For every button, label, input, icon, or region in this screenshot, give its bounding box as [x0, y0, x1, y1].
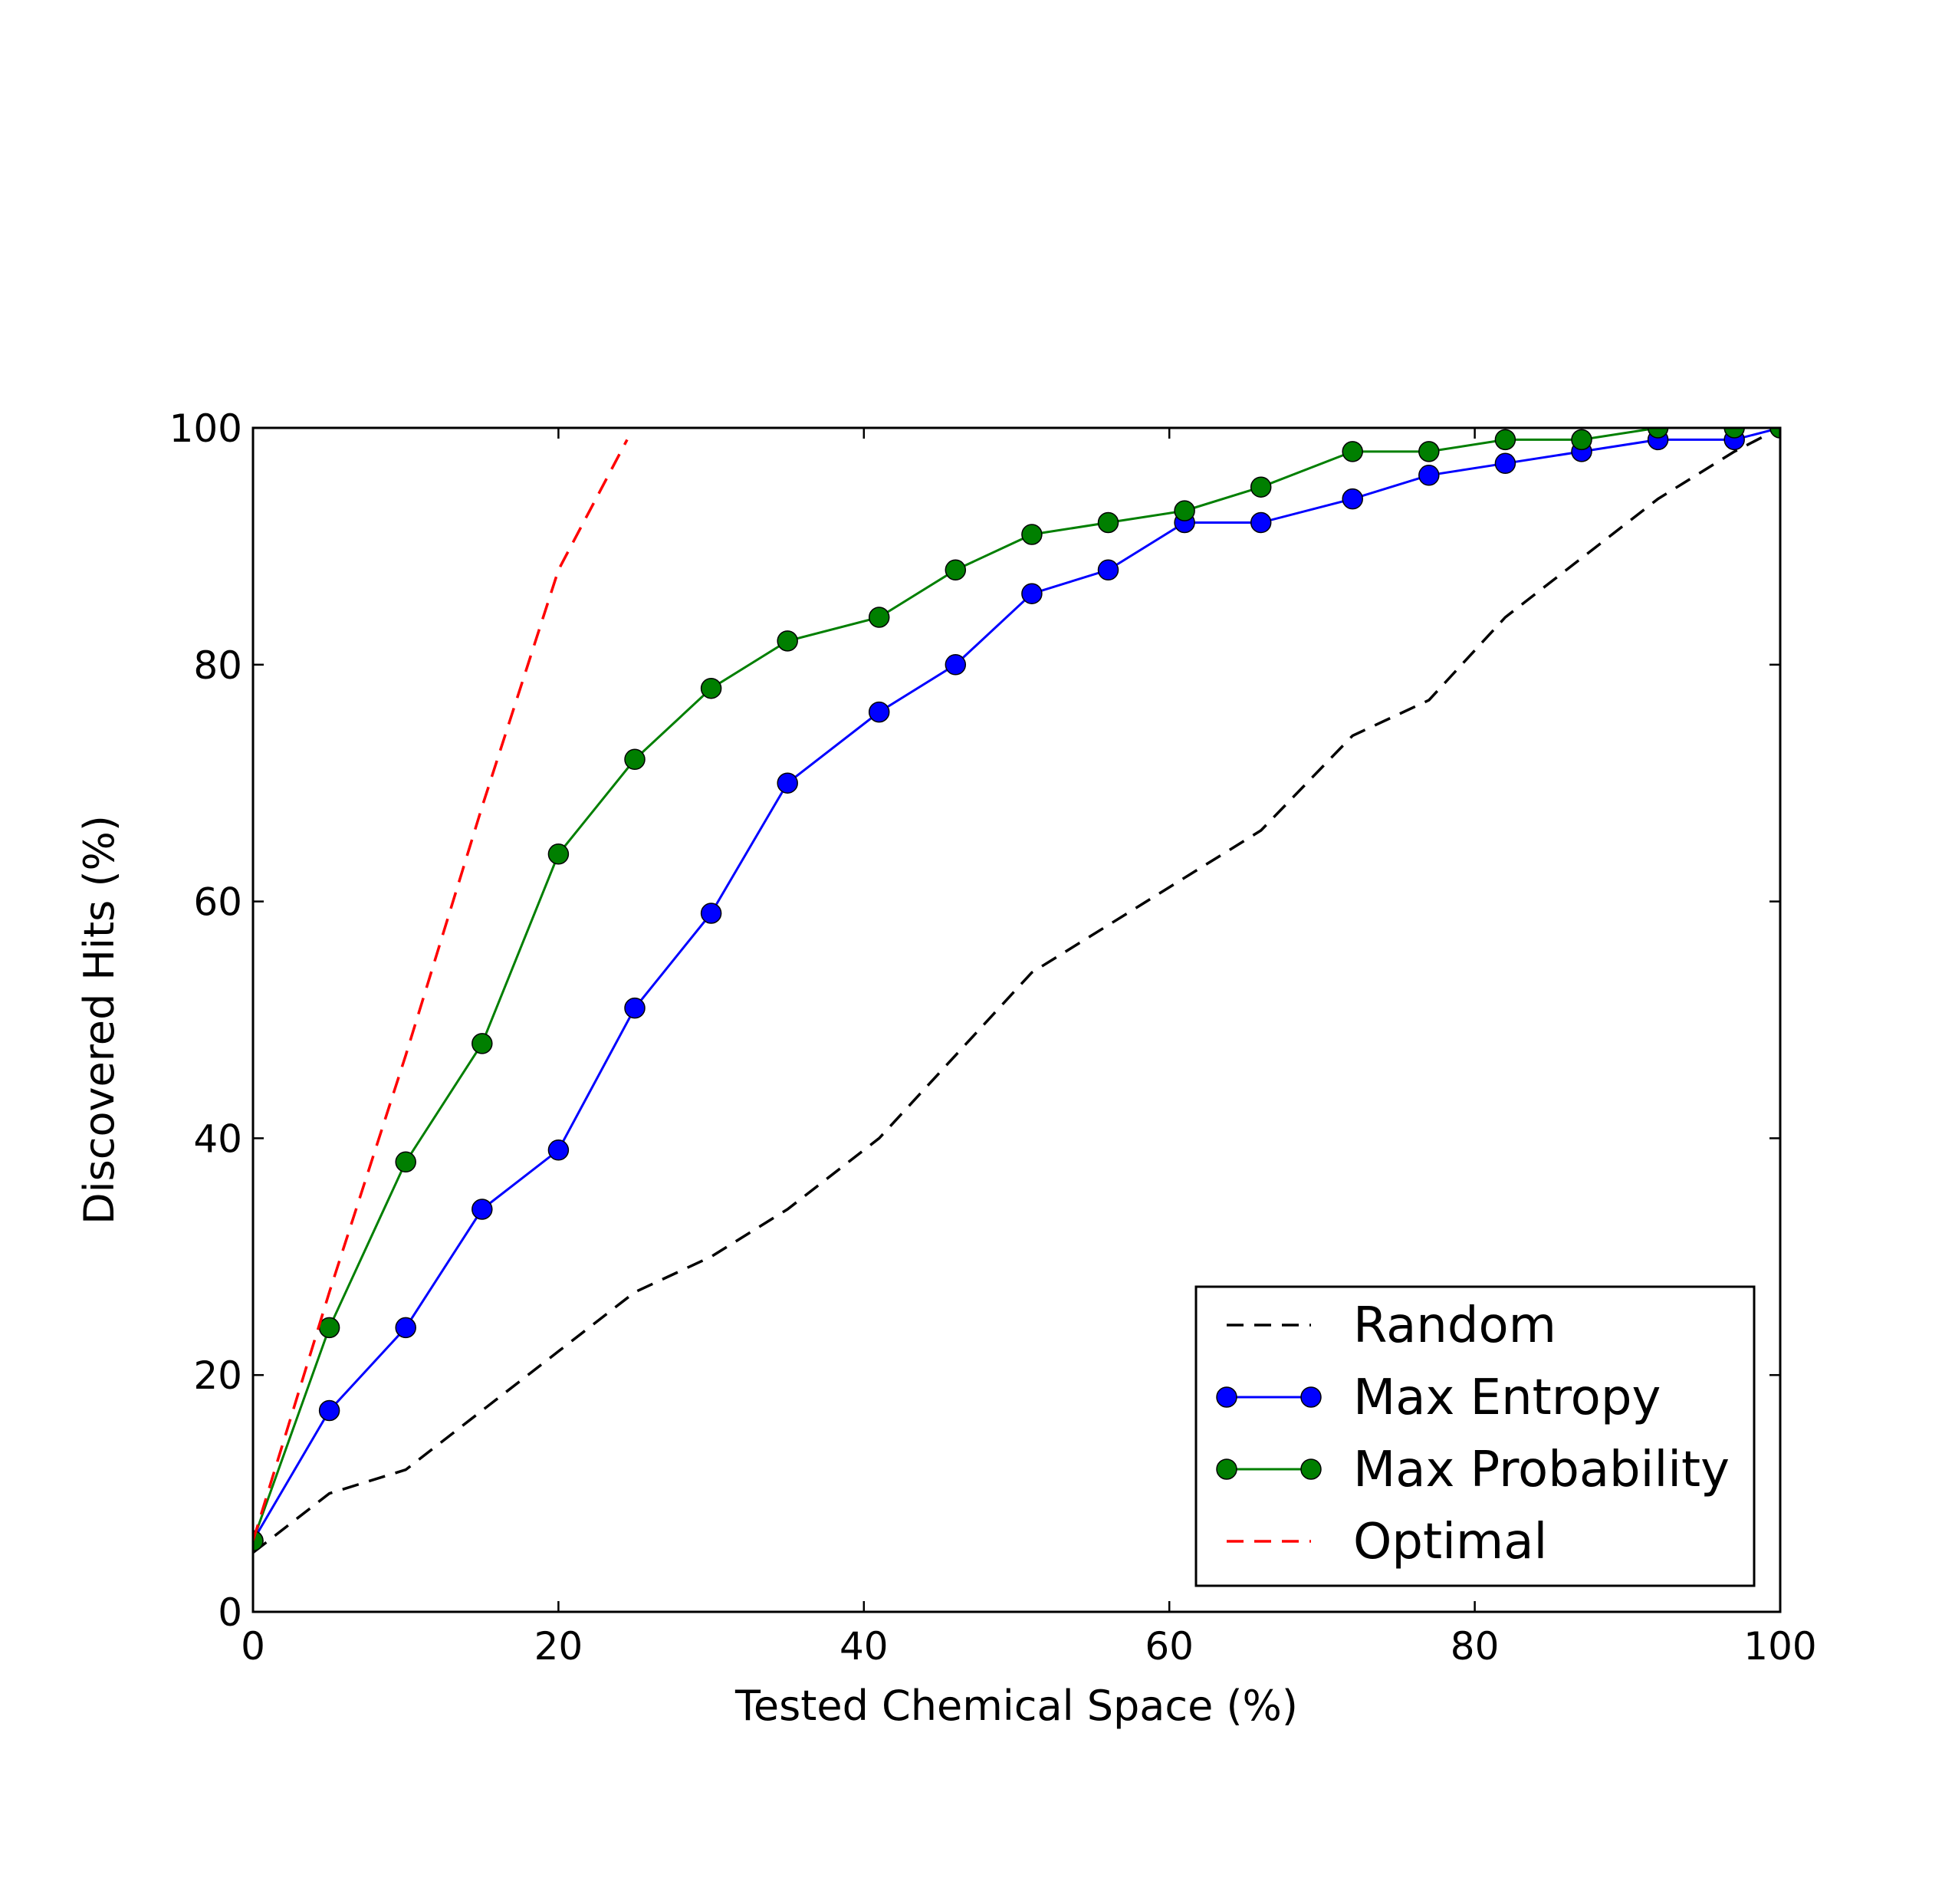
data-point-max-entropy: [547, 1139, 570, 1161]
legend-label-max-probability: Max Probability: [1353, 1442, 1730, 1498]
data-point-max-entropy: [945, 654, 967, 676]
data-point-max-entropy: [1097, 559, 1119, 581]
legend-label-random: Random: [1353, 1297, 1556, 1354]
plot-area: [253, 428, 1780, 1554]
legend-marker-max-entropy: [1300, 1386, 1322, 1408]
x-tick-label: 40: [840, 1624, 889, 1669]
data-point-max-probability: [1571, 429, 1592, 451]
x-tick-label: 60: [1145, 1624, 1194, 1669]
data-point-max-probability: [945, 559, 967, 581]
data-point-max-probability: [1494, 429, 1516, 451]
series-optimal: [253, 439, 629, 1541]
x-tick-label: 20: [534, 1624, 583, 1669]
y-axis-label: Discovered Hits (%): [75, 815, 123, 1225]
data-point-max-probability: [1342, 441, 1363, 462]
data-point-max-probability: [395, 1151, 416, 1173]
legend-marker-max-probability: [1216, 1458, 1237, 1480]
legend-item-optimal: Optimal: [1227, 1514, 1547, 1570]
data-point-max-entropy: [700, 903, 722, 924]
data-point-max-entropy: [624, 997, 646, 1019]
data-point-max-entropy: [318, 1399, 340, 1422]
legend-item-max-entropy: Max Entropy: [1216, 1370, 1661, 1426]
y-tick-label: 100: [169, 406, 242, 451]
data-point-max-probability: [777, 630, 798, 652]
legend-marker-max-entropy: [1216, 1386, 1237, 1408]
data-point-max-probability: [1647, 428, 1669, 439]
series-max-probability: [253, 428, 1780, 1552]
legend-box: [1194, 1285, 1756, 1587]
data-point-max-entropy: [395, 1317, 416, 1339]
data-point-max-probability: [1418, 441, 1440, 462]
x-axis-label: Tested Chemical Space (%): [734, 1682, 1298, 1730]
legend-label-max-entropy: Max Entropy: [1353, 1370, 1661, 1426]
data-point-max-probability: [624, 748, 646, 771]
plot-frame: [251, 426, 1782, 1613]
data-point-max-probability: [318, 1317, 340, 1339]
data-point-max-probability: [1250, 476, 1272, 498]
data-point-max-entropy: [1250, 511, 1272, 534]
series-random: [253, 428, 1780, 1554]
legend-marker-max-probability: [1300, 1458, 1322, 1480]
y-tick-label: 0: [218, 1590, 242, 1635]
data-point-max-entropy: [1342, 488, 1363, 510]
y-tick-label: 60: [193, 880, 242, 925]
data-point-max-probability: [1723, 428, 1745, 439]
x-tick-label: 0: [241, 1624, 265, 1669]
x-tick-label: 100: [1743, 1624, 1816, 1669]
legend-item-max-probability: Max Probability: [1216, 1442, 1730, 1498]
data-point-max-probability: [1097, 511, 1119, 534]
y-tick-label: 40: [193, 1116, 242, 1161]
data-point-max-probability: [1021, 524, 1043, 545]
legend-item-random: Random: [1227, 1297, 1556, 1354]
data-point-max-probability: [547, 843, 570, 865]
data-point-max-entropy: [1494, 452, 1516, 475]
data-point-max-entropy: [1021, 583, 1043, 604]
x-tick-label: 80: [1451, 1624, 1500, 1669]
data-point-max-entropy: [472, 1199, 493, 1220]
y-tick-label: 80: [193, 643, 242, 688]
legend-label-optimal: Optimal: [1353, 1514, 1547, 1570]
data-point-max-probability: [1769, 428, 1780, 439]
data-point-max-entropy: [1418, 465, 1440, 486]
series-line-random: [253, 428, 1780, 1554]
data-point-max-probability: [700, 677, 722, 699]
data-point-max-entropy: [777, 772, 798, 794]
legend: Random Max Entropy Max Probability Optimal: [1194, 1285, 1756, 1587]
axis-ticks: 0 20 40 60 80 100 0 20 40 60 80 100: [169, 406, 1817, 1669]
data-point-max-probability: [1174, 500, 1195, 521]
data-point-max-probability: [472, 1033, 493, 1054]
series-line-optimal: [253, 439, 629, 1541]
data-point-max-entropy: [868, 701, 890, 723]
data-point-max-probability: [868, 607, 890, 628]
y-tick-label: 20: [193, 1353, 242, 1398]
